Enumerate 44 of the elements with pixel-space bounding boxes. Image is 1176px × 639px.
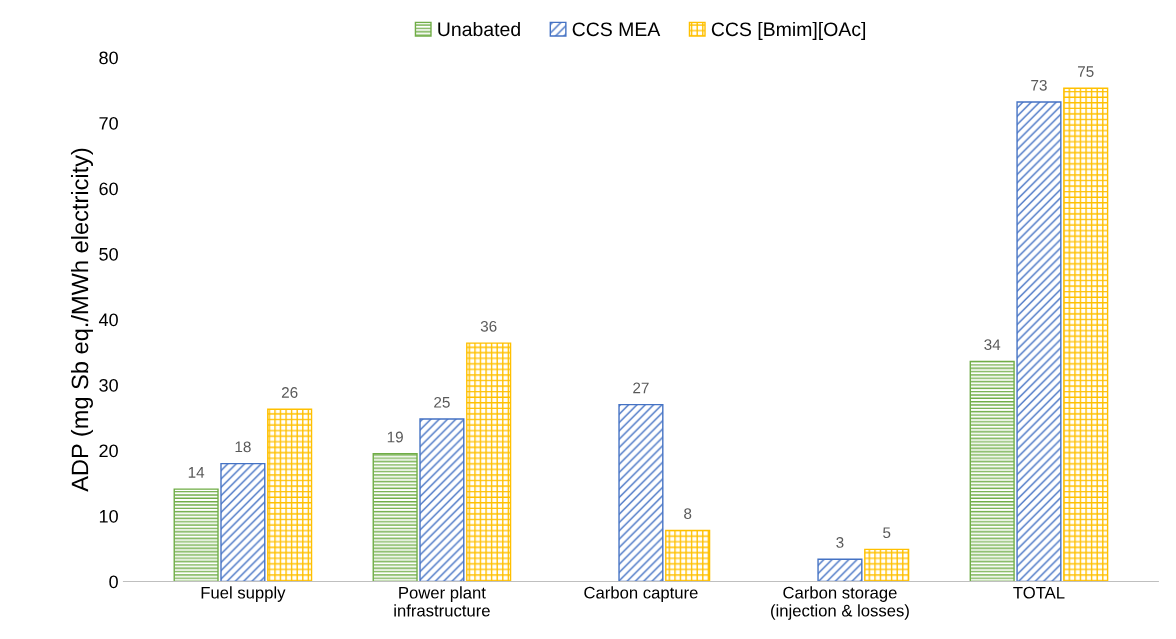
x-tick-label: Carbon storage (injection & losses) [771,586,909,620]
bar [1063,87,1109,582]
x-tick-label: Carbon capture [584,586,698,602]
y-tick-label: 40 [98,313,118,327]
bar [618,403,664,582]
data-label: 25 [434,396,450,408]
data-label: 18 [235,441,251,453]
data-label: 8 [684,508,692,520]
data-label: 26 [281,387,298,398]
legend-label: Unabated [438,21,520,37]
x-tick-label: Power plant infrastructure [394,586,490,617]
bar [173,488,219,582]
x-tick-label: Fuel supply [201,586,286,602]
y-tick-label: 80 [99,51,118,65]
data-label: 19 [387,431,403,443]
legend-label: CCS [Bmim][OAc] [711,21,866,41]
data-label: 34 [984,339,1001,351]
x-tick-label: TOTAL [1013,586,1065,599]
data-label: 14 [188,467,205,478]
data-label: 3 [836,537,844,548]
data-label: 75 [1078,66,1094,77]
bar [372,453,418,582]
bar [665,529,711,582]
y-tick-label: 20 [99,444,118,458]
y-tick-label: 70 [99,116,118,130]
y-axis-title: ADP (mg Sb eq./MWh electricity) [70,148,93,492]
bar [220,462,266,582]
y-tick-label: 30 [99,378,118,392]
y-tick-label: 50 [99,247,118,261]
y-tick-label: 60 [99,182,118,196]
bar [419,418,465,582]
legend-label: CCS MEA [572,22,661,37]
bar [267,408,313,582]
bar [466,342,512,582]
bar [1016,101,1062,582]
bar [969,360,1015,582]
bar [817,558,863,582]
y-tick-label: 10 [99,509,118,523]
data-label: 73 [1031,79,1047,91]
data-label: 36 [480,320,497,332]
data-label: 27 [633,382,649,394]
bar [864,548,910,582]
data-label: 5 [883,527,891,539]
y-tick-label: 0 [109,575,118,589]
